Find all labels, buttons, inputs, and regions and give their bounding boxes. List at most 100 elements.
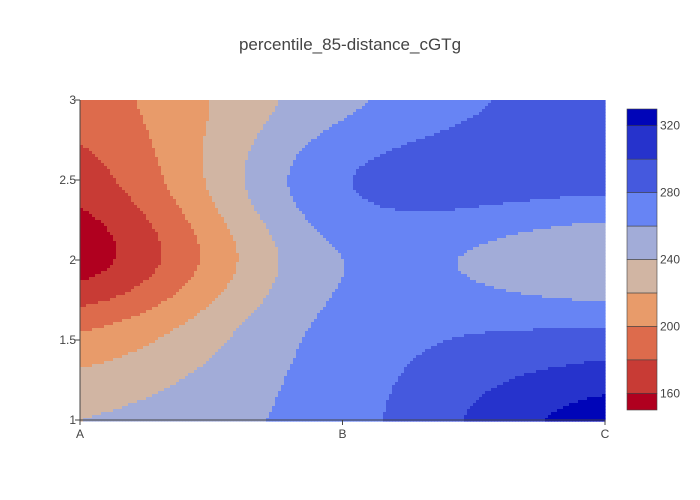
contour-cell: [380, 109, 384, 113]
contour-cell: [527, 166, 531, 170]
contour-cell: [503, 115, 507, 119]
contour-cell: [263, 106, 267, 110]
contour-cell: [473, 169, 477, 173]
contour-cell: [344, 163, 348, 167]
contour-cell: [173, 130, 177, 134]
contour-cell: [413, 127, 417, 131]
contour-cell: [224, 124, 228, 128]
contour-cell: [173, 157, 177, 161]
contour-cell: [449, 160, 453, 164]
contour-cell: [500, 181, 504, 185]
contour-cell: [224, 106, 228, 110]
contour-cell: [125, 145, 129, 149]
contour-cell: [293, 124, 297, 128]
contour-cell: [422, 118, 426, 122]
contour-cell: [251, 115, 255, 119]
contour-cell: [344, 184, 348, 188]
contour-cell: [341, 148, 345, 152]
contour-cell: [476, 112, 480, 116]
contour-cell: [284, 118, 288, 122]
contour-cell: [311, 184, 315, 188]
contour-cell: [590, 142, 594, 146]
contour-cell: [209, 103, 213, 107]
contour-cell: [545, 172, 549, 176]
contour-cell: [548, 118, 552, 122]
contour-cell: [497, 103, 501, 107]
contour-cell: [227, 124, 231, 128]
contour-cell: [515, 115, 519, 119]
contour-cell: [236, 145, 240, 149]
contour-cell: [371, 121, 375, 125]
contour-cell: [443, 106, 447, 110]
contour-cell: [350, 169, 354, 173]
contour-cell: [407, 130, 411, 134]
contour-cell: [314, 169, 318, 173]
contour-cell: [227, 163, 231, 167]
contour-cell: [263, 154, 267, 158]
contour-cell: [464, 166, 468, 170]
contour-cell: [479, 160, 483, 164]
contour-cell: [473, 145, 477, 149]
contour-cell: [395, 181, 399, 185]
contour-cell: [602, 154, 606, 158]
contour-cell: [191, 112, 195, 116]
contour-cell: [233, 124, 237, 128]
contour-cell: [428, 148, 432, 152]
contour-cell: [311, 136, 315, 140]
contour-cell: [377, 154, 381, 158]
contour-cell: [413, 139, 417, 143]
contour-cell: [332, 103, 336, 107]
contour-cell: [80, 100, 84, 104]
contour-cell: [149, 181, 153, 185]
contour-cell: [458, 142, 462, 146]
contour-cell: [344, 166, 348, 170]
contour-cell: [236, 103, 240, 107]
contour-cell: [146, 145, 150, 149]
contour-cell: [278, 115, 282, 119]
contour-cell: [374, 181, 378, 185]
contour-cell: [485, 124, 489, 128]
contour-cell: [146, 100, 150, 104]
contour-cell: [242, 118, 246, 122]
contour-cell: [335, 178, 339, 182]
contour-cell: [599, 139, 603, 143]
contour-cell: [524, 181, 528, 185]
contour-cell: [368, 145, 372, 149]
contour-cell: [197, 130, 201, 134]
contour-cell: [263, 172, 267, 176]
contour-cell: [245, 160, 249, 164]
contour-cell: [236, 130, 240, 134]
contour-cell: [503, 127, 507, 131]
contour-cell: [296, 172, 300, 176]
contour-cell: [539, 181, 543, 185]
contour-cell: [476, 163, 480, 167]
contour-cell: [116, 151, 120, 155]
contour-cell: [602, 118, 606, 122]
contour-cell: [311, 127, 315, 131]
contour-cell: [461, 166, 465, 170]
contour-cell: [206, 115, 210, 119]
contour-cell: [512, 139, 516, 143]
contour-cell: [530, 127, 534, 131]
contour-cell: [368, 151, 372, 155]
contour-cell: [551, 148, 555, 152]
contour-cell: [368, 154, 372, 158]
contour-cell: [473, 142, 477, 146]
contour-cell: [338, 103, 342, 107]
contour-cell: [542, 139, 546, 143]
contour-cell: [242, 145, 246, 149]
contour-cell: [491, 127, 495, 131]
contour-cell: [188, 121, 192, 125]
contour-cell: [278, 163, 282, 167]
contour-cell: [131, 118, 135, 122]
contour-cell: [365, 178, 369, 182]
contour-cell: [227, 145, 231, 149]
contour-cell: [218, 169, 222, 173]
contour-cell: [431, 154, 435, 158]
contour-cell: [542, 115, 546, 119]
contour-cell: [365, 175, 369, 179]
contour-cell: [533, 139, 537, 143]
contour-cell: [368, 157, 372, 161]
contour-cell: [305, 109, 309, 113]
contour-cell: [269, 166, 273, 170]
